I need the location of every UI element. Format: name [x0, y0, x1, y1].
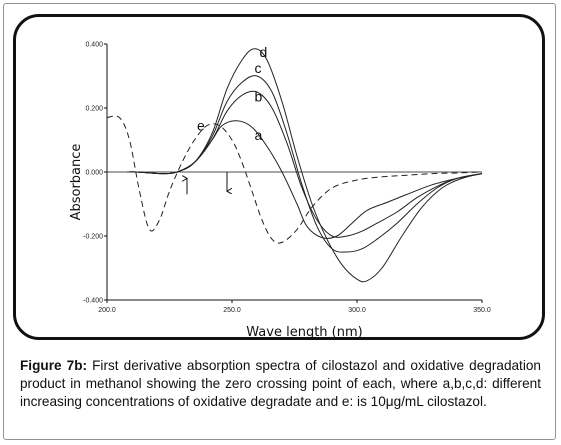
curve-label-b: b	[255, 89, 263, 105]
x-tick-label: 200.0	[98, 307, 116, 314]
x-tick-label: 250.0	[223, 307, 241, 314]
caption-label: Figure 7b:	[20, 358, 88, 373]
y-tick-label: 0.000	[85, 170, 103, 177]
curve-label-a: a	[255, 127, 263, 143]
axes: 0.400 0.200 0.000 -0.200 -0.400 200.0 250.0 300…	[83, 42, 491, 315]
y-tick-label: 0.200	[85, 106, 103, 113]
series-line-e	[106, 115, 483, 244]
x-tick-label: 300.0	[348, 307, 366, 314]
y-tick-label: -0.400	[83, 298, 103, 305]
y-tick-label: 0.400	[85, 42, 103, 49]
y-axis-title: Absorbance	[69, 144, 84, 221]
series-line-c	[126, 75, 483, 253]
x-axis-title: Wave length (nm)	[246, 325, 362, 340]
series-group	[106, 48, 483, 283]
plot-panel	[13, 14, 545, 340]
curve-label-d: d	[260, 44, 268, 60]
curve-label-c: c	[255, 60, 262, 76]
figure-frame	[3, 3, 556, 440]
curve-label-e: e	[197, 117, 205, 133]
x-tick-label: 350.0	[473, 307, 491, 314]
caption-text: First derivative absorption spectra of c…	[20, 358, 541, 409]
series-line-d	[126, 48, 483, 283]
annotation-group: a bcd e	[187, 44, 267, 195]
y-tick-label: -0.200	[83, 234, 103, 241]
figure-caption: Figure 7b: First derivative absorption s…	[20, 357, 541, 411]
series-line-b	[126, 90, 483, 238]
